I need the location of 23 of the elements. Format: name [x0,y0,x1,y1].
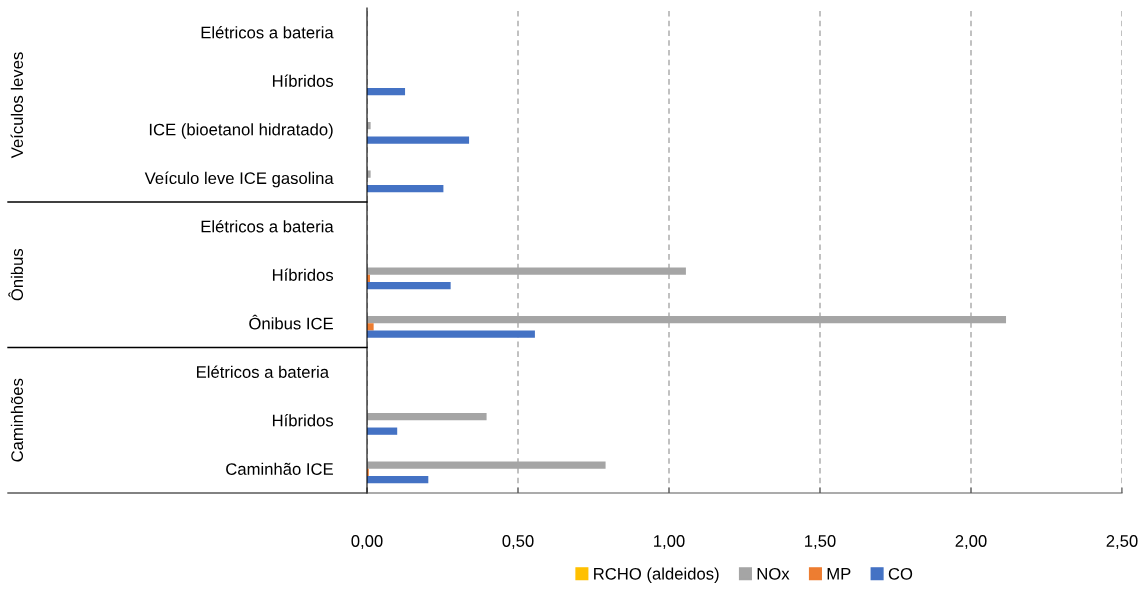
x-tick-label: 1,00 [654,535,685,549]
y-tick-label: ICE (bioetanol hidratado) [149,123,333,139]
text: Ônibus [8,248,24,301]
legend-label: MP [827,568,851,580]
text: Veículos leves [10,52,24,159]
y-tick-label: Veículo leve ICE gasolina [144,171,334,188]
legend-label: RCHO (aldeidos) [594,567,719,583]
y-tick-label: Elétricos a bateria [197,365,330,378]
x-tick-label: 1,50 [805,535,836,549]
legend-label: NOx [757,567,790,580]
x-tick-label: 2,50 [1106,535,1138,549]
y-tick-label: Elétricos a bateria [201,26,334,39]
y-tick-label: Caminhão ICE [226,462,333,475]
text: Caminhões [10,378,24,462]
y-tick-label: Híbridos [272,74,334,87]
x-tick-label: 2,00 [955,535,987,549]
x-tick-label: 0,00 [351,535,383,549]
y-tick-label: Elétricos a bateria [201,220,334,233]
y-tick-label: Híbridos [272,414,334,427]
y-tick-label: Híbridos [272,268,334,281]
x-tick-label: 0,50 [502,535,534,549]
legend-label: CO [888,567,913,580]
y-tick-label: Ônibus ICE [249,314,333,330]
